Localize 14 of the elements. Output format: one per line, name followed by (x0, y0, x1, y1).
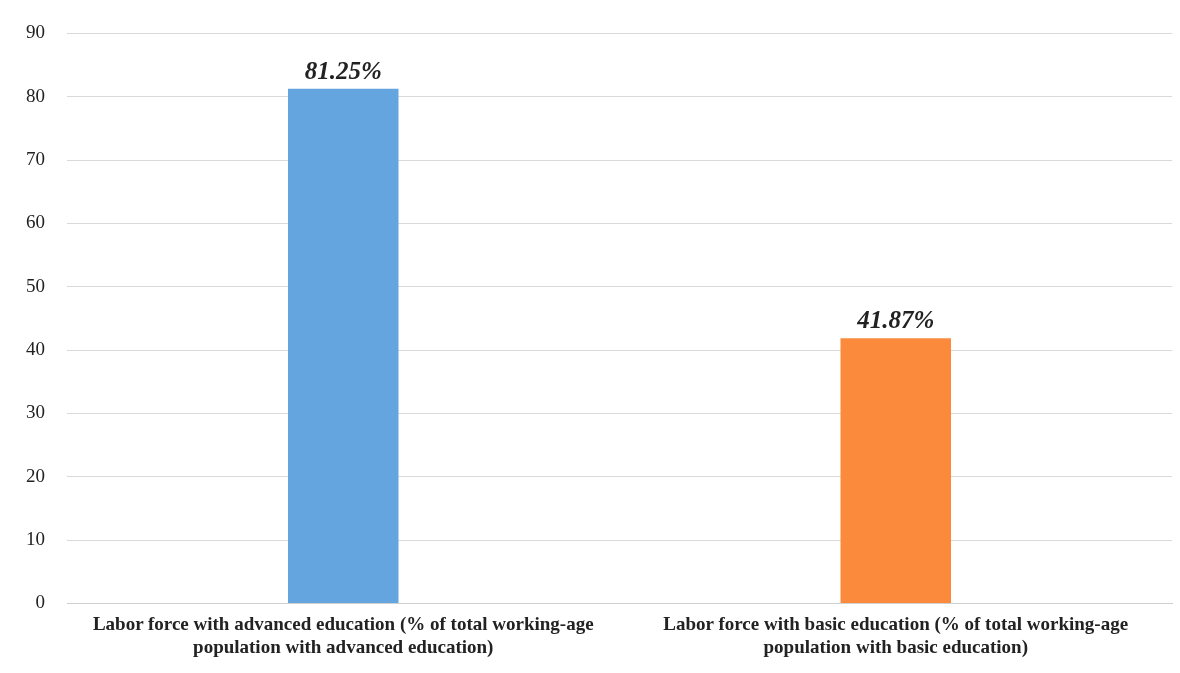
y-tick-label: 80 (26, 84, 45, 106)
y-tick-label: 50 (26, 274, 45, 296)
y-tick-label: 70 (26, 148, 45, 170)
x-tick-label: Labor force with advanced education (% of total working-age population with advanced education) (92, 612, 594, 658)
y-tick-label: 30 (26, 401, 45, 423)
y-tick-label: 60 (26, 211, 45, 233)
y-tick-label: 0 (35, 591, 45, 613)
x-tick-label: Labor force with basic education (% of total working-age population with basic education) (663, 612, 1129, 658)
y-tick-label: 90 (26, 21, 45, 43)
y-tick-label: 10 (26, 528, 45, 550)
y-tick-label: 20 (26, 464, 45, 486)
y-tick-label: 40 (26, 338, 45, 360)
data-label: 81.25% (304, 56, 382, 84)
data-label: 41.87% (856, 306, 935, 334)
